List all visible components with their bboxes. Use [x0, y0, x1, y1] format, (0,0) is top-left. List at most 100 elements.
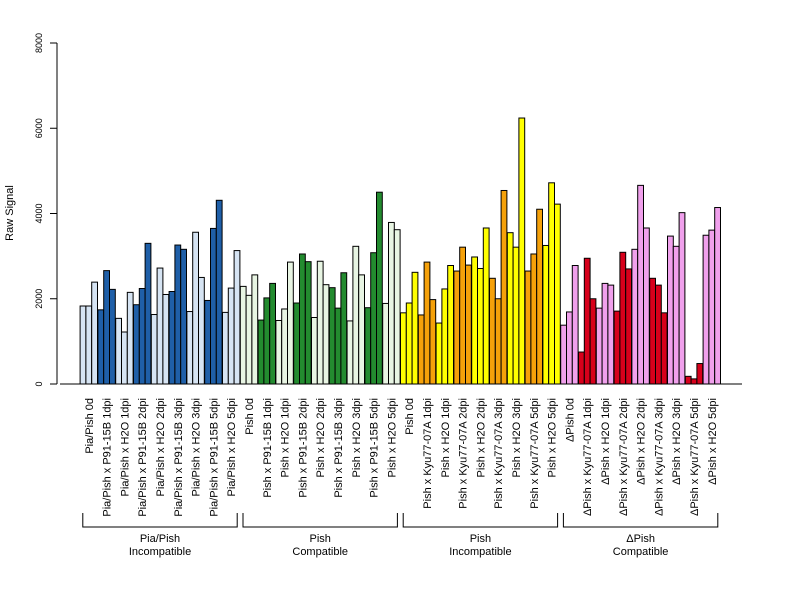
- bar: [708, 229, 716, 385]
- bar: [512, 246, 520, 385]
- bar: [287, 261, 294, 385]
- bar: [370, 252, 378, 385]
- bar: [138, 288, 146, 385]
- y-tick-label: 0: [34, 381, 44, 386]
- group-label-type: Incompatible: [449, 546, 511, 558]
- bar: [429, 299, 437, 385]
- bar: [257, 319, 265, 385]
- group-label-name: ΔPish: [626, 533, 655, 545]
- bar: [518, 117, 526, 385]
- bar: [690, 378, 698, 385]
- x-tick-label: Pia/Pish x H2O 2dpi: [155, 398, 167, 496]
- group-label-type: Compatible: [613, 546, 669, 558]
- bar: [607, 284, 615, 385]
- bar: [233, 250, 241, 385]
- bar: [447, 265, 455, 385]
- bar: [144, 242, 152, 385]
- x-tick-label: ΔPish x Kyu77-07A 5dpi: [689, 398, 701, 516]
- bar: [560, 324, 568, 385]
- bar: [471, 256, 479, 385]
- x-tick-label: Pish x H2O 1dpi: [280, 398, 292, 477]
- bar: [542, 244, 550, 385]
- bar: [311, 317, 318, 385]
- bar: [358, 274, 366, 385]
- bar: [227, 287, 235, 385]
- x-tick-label: ΔPish x H2O 1dpi: [600, 398, 612, 485]
- bar: [625, 268, 633, 385]
- bar: [328, 287, 336, 385]
- x-tick-label: ΔPish 0d: [564, 398, 576, 442]
- bar: [204, 299, 211, 385]
- group-label-name: Pia/Pish: [140, 533, 180, 545]
- x-tick-label: Pish x H2O 3dpi: [511, 398, 523, 477]
- x-tick-label: Pish x Kyu77-07A 3dpi: [493, 398, 505, 509]
- bar: [115, 317, 122, 385]
- bar: [405, 302, 413, 385]
- bar: [637, 184, 645, 385]
- x-tick-label: ΔPish x H2O 3dpi: [671, 398, 683, 485]
- bar: [239, 285, 247, 385]
- x-tick-label: Pia/Pish x P91-15B 3dpi: [173, 398, 185, 517]
- x-tick-label: ΔPish x Kyu77-07A 3dpi: [653, 398, 665, 516]
- bar: [571, 265, 579, 385]
- bar: [322, 284, 330, 385]
- bar: [150, 314, 158, 385]
- bar: [702, 234, 710, 385]
- bar: [215, 199, 223, 385]
- bar: [601, 282, 609, 385]
- x-tick-label: Pish 0d: [404, 398, 416, 435]
- x-tick-label: Pish x H2O 2dpi: [315, 398, 327, 477]
- x-tick-label: Pia/Pish x H2O 5dpi: [226, 398, 238, 496]
- bar: [417, 314, 425, 385]
- y-tick-label: 2000: [34, 289, 44, 309]
- x-tick-label: Pish x H2O 1dpi: [440, 398, 452, 477]
- x-tick-label: Pish x P91-15B 5dpi: [369, 398, 381, 498]
- bar: [156, 267, 164, 385]
- bar: [121, 331, 128, 385]
- bar: [346, 320, 354, 385]
- x-tick-label: Pish x H2O 5dpi: [386, 398, 398, 477]
- bar: [459, 246, 467, 385]
- bar: [103, 270, 110, 385]
- bar: [316, 260, 324, 385]
- bar: [423, 261, 431, 385]
- bar: [411, 271, 419, 385]
- bar: [79, 305, 87, 385]
- bar: [696, 363, 704, 385]
- bar: [400, 312, 407, 385]
- bar: [506, 232, 514, 385]
- bar: [631, 248, 639, 385]
- group-bracket: [82, 513, 238, 528]
- bar: [589, 298, 597, 385]
- bar: [275, 319, 283, 385]
- bar: [536, 208, 544, 385]
- bar: [660, 312, 668, 385]
- x-tick-label: ΔPish x Kyu77-07A 1dpi: [582, 398, 594, 516]
- x-tick-label: Pia/Pish x P91-15B 1dpi: [102, 398, 114, 517]
- x-tick-label: Pia/Pish x H2O 3dpi: [191, 398, 203, 496]
- bar: [613, 310, 621, 385]
- bar: [655, 284, 662, 385]
- x-tick-label: Pish 0d: [244, 398, 256, 435]
- bar: [388, 221, 395, 385]
- bar: [109, 288, 116, 385]
- x-tick-label: Pish x H2O 5dpi: [547, 398, 559, 477]
- y-tick-label: 4000: [34, 203, 44, 223]
- bar: [198, 276, 205, 385]
- x-tick-label: Pish x P91-15B 2dpi: [297, 398, 309, 498]
- bar: [554, 203, 561, 385]
- bar: [299, 253, 306, 385]
- bar: [263, 297, 271, 385]
- bar: [649, 277, 657, 385]
- bar: [500, 189, 508, 385]
- bar: [465, 264, 472, 385]
- bar: [168, 291, 176, 385]
- bar: [245, 294, 253, 385]
- y-tick-label: 8000: [34, 33, 44, 53]
- x-tick-label: ΔPish x H2O 5dpi: [707, 398, 719, 485]
- group-label-name: Pish: [470, 533, 491, 545]
- bar: [352, 245, 360, 385]
- bar: [619, 251, 627, 385]
- bar: [566, 311, 573, 385]
